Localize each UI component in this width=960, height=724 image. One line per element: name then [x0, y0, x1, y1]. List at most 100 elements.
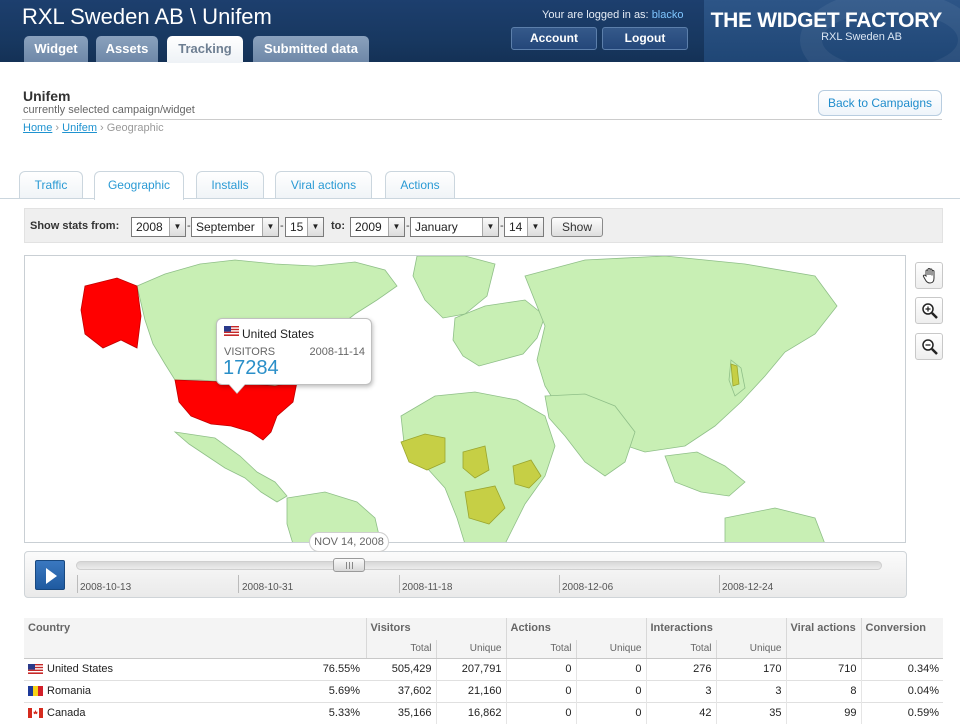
- zoom-in-button[interactable]: [915, 297, 943, 324]
- country-stats-table: Country Visitors Actions Interactions Vi…: [24, 618, 943, 724]
- map-region-alaska: [80, 277, 142, 349]
- column-header-country[interactable]: Country: [24, 618, 367, 640]
- interactions-unique: 35: [716, 701, 787, 724]
- column-header-visitors[interactable]: Visitors: [366, 618, 507, 640]
- login-status: Your are logged in as: blacko: [542, 9, 683, 21]
- map-region-west-africa: [400, 433, 446, 471]
- viral-actions: 99: [786, 701, 862, 724]
- country-name: United States: [47, 662, 114, 675]
- map-region-east-asia-highlight: [730, 363, 740, 387]
- table-row[interactable]: Canada 5.33% 35,166 16,862 0 0 42 35 99 …: [24, 701, 943, 724]
- breadcrumb-home[interactable]: Home: [23, 122, 53, 134]
- account-button[interactable]: Account: [511, 27, 597, 50]
- app-header: RXL Sweden AB \ Unifem Your are logged i…: [0, 0, 960, 63]
- page-subtitle: currently selected campaign/widget: [23, 104, 195, 116]
- timeline-handle[interactable]: [333, 558, 365, 572]
- site-title: RXL Sweden AB \ Unifem: [22, 4, 272, 29]
- column-header-viral-actions[interactable]: Viral actions: [786, 618, 862, 640]
- country-share: 5.69%: [328, 684, 360, 697]
- conversion: 0.59%: [861, 701, 943, 724]
- back-to-campaigns-button[interactable]: Back to Campaigns: [818, 90, 942, 116]
- world-map-canvas[interactable]: [25, 256, 906, 543]
- table-row[interactable]: United States 76.55% 505,429 207,791 0 0…: [24, 657, 943, 680]
- map-region-united-states: [174, 379, 298, 441]
- tab-installs[interactable]: Installs: [196, 171, 264, 198]
- from-month-select[interactable]: September ▼: [191, 217, 279, 237]
- map-region-europe: [452, 299, 546, 367]
- tooltip-country: United States: [242, 327, 315, 341]
- to-month-select[interactable]: January ▼: [410, 217, 499, 237]
- zoom-out-button[interactable]: [915, 333, 943, 360]
- pan-button[interactable]: [915, 262, 943, 289]
- breadcrumb-current: Geographic: [106, 122, 164, 134]
- stats-from-label: Show stats from:: [30, 220, 120, 232]
- country-name: Canada: [47, 706, 86, 719]
- from-year-select[interactable]: 2008 ▼: [131, 217, 186, 237]
- interactions-unique: 170: [716, 657, 787, 680]
- chevron-down-icon: ▼: [527, 218, 543, 236]
- to-day-select[interactable]: 14 ▼: [504, 217, 544, 237]
- column-header-actions[interactable]: Actions: [506, 618, 647, 640]
- visitors-total: 505,429: [366, 657, 437, 680]
- actions-unique: 0: [576, 657, 647, 680]
- map-region-central-africa: [464, 485, 506, 525]
- tab-assets[interactable]: Assets: [96, 36, 158, 62]
- tab-geographic[interactable]: Geographic: [94, 171, 184, 200]
- show-button[interactable]: Show: [551, 217, 603, 237]
- tab-viral-actions[interactable]: Viral actions: [275, 171, 372, 198]
- romania-flag-icon: [28, 685, 43, 696]
- viral-actions: 8: [786, 679, 862, 702]
- brand-subtitle: RXL Sweden AB: [821, 31, 902, 43]
- subheader-total: Total: [646, 640, 717, 659]
- visitors-total: 37,602: [366, 679, 437, 702]
- world-map[interactable]: [24, 255, 906, 543]
- chevron-down-icon: ▼: [169, 218, 185, 236]
- subheader-total: Total: [506, 640, 577, 659]
- map-region-south-america: [286, 491, 381, 542]
- to-year-select[interactable]: 2009 ▼: [350, 217, 405, 237]
- interactions-unique: 3: [716, 679, 787, 702]
- from-day-select[interactable]: 15 ▼: [285, 217, 324, 237]
- timeline-tick-label: 2008-12-24: [722, 582, 774, 593]
- tab-traffic[interactable]: Traffic: [19, 171, 83, 198]
- conversion: 0.04%: [861, 679, 943, 702]
- tab-submitted-data[interactable]: Submitted data: [253, 36, 369, 62]
- tooltip-label: VISITORS: [224, 346, 276, 358]
- breadcrumb-unifem[interactable]: Unifem: [62, 122, 97, 134]
- visitors-unique: 16,862: [436, 701, 507, 724]
- tab-widget[interactable]: Widget: [24, 36, 88, 62]
- actions-total: 0: [506, 701, 577, 724]
- play-button[interactable]: [35, 560, 65, 590]
- us-flag-icon: [28, 663, 43, 674]
- logout-button[interactable]: Logout: [602, 27, 688, 50]
- tab-actions[interactable]: Actions: [385, 171, 455, 198]
- login-prefix: Your are logged in as:: [542, 9, 649, 21]
- chevron-down-icon: ▼: [307, 218, 323, 236]
- actions-unique: 0: [576, 679, 647, 702]
- actions-unique: 0: [576, 701, 647, 724]
- timeline-tick-label: 2008-10-13: [80, 582, 132, 593]
- table-row[interactable]: Romania 5.69% 37,602 21,160 0 0 3 3 8 0.…: [24, 679, 943, 702]
- breadcrumb: Home › Unifem › Geographic: [23, 122, 164, 134]
- canada-flag-icon: [28, 707, 43, 718]
- interactions-total: 3: [646, 679, 717, 702]
- timeline-tick-label: 2008-11-18: [402, 582, 453, 593]
- tooltip-pointer: [229, 384, 245, 393]
- timeline-track[interactable]: [76, 561, 882, 570]
- subheader-unique: Unique: [716, 640, 787, 659]
- subheader-total: Total: [366, 640, 437, 659]
- subheader-unique: Unique: [576, 640, 647, 659]
- visitors-total: 35,166: [366, 701, 437, 724]
- title-divider: [22, 119, 942, 120]
- brand-panel: THE WIDGET FACTORY RXL Sweden AB: [704, 0, 960, 62]
- tab-tracking[interactable]: Tracking: [167, 36, 243, 63]
- username-link[interactable]: blacko: [651, 9, 684, 21]
- timeline-current-date: NOV 14, 2008: [309, 532, 389, 552]
- country-share: 5.33%: [328, 706, 360, 719]
- column-header-interactions[interactable]: Interactions: [646, 618, 787, 640]
- tooltip-value: 17284: [223, 357, 279, 379]
- subheader-unique: Unique: [436, 640, 507, 659]
- conversion: 0.34%: [861, 657, 943, 680]
- column-header-conversion[interactable]: Conversion: [861, 618, 943, 640]
- actions-total: 0: [506, 679, 577, 702]
